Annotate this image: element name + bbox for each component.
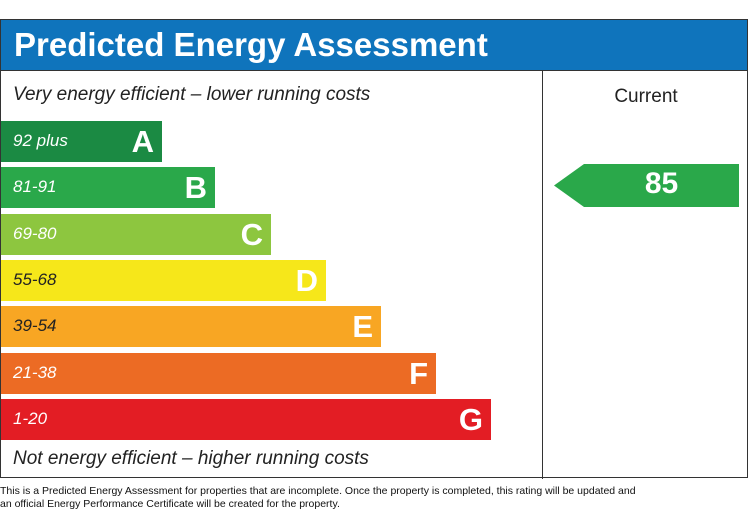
rating-band-range: 1-20 bbox=[13, 408, 48, 428]
rating-band-g: 1-20 G bbox=[1, 398, 491, 440]
current-rating-arrow-shape bbox=[554, 164, 739, 207]
chart-title: Predicted Energy Assessment bbox=[14, 26, 488, 63]
rating-band-f: 21-38 F bbox=[1, 352, 436, 394]
column-divider bbox=[542, 71, 543, 479]
rating-band-range: 92 plus bbox=[13, 131, 68, 150]
rating-band-letter: E bbox=[352, 309, 373, 345]
rating-band-e: 39-54 E bbox=[1, 306, 381, 348]
rating-band-range: 81-91 bbox=[13, 177, 57, 197]
bottom-caption: Not energy efficient – higher running co… bbox=[13, 448, 369, 469]
rating-band-range: 55-68 bbox=[13, 269, 57, 289]
rating-band-d: 55-68 D bbox=[1, 259, 326, 301]
footnote: This is a Predicted Energy Assessment fo… bbox=[0, 485, 636, 510]
title-bar: Predicted Energy Assessment bbox=[1, 20, 747, 71]
current-rating-arrow bbox=[554, 164, 739, 207]
rating-band-range: 21-38 bbox=[13, 362, 57, 382]
current-column-header: Current bbox=[614, 86, 678, 107]
rating-band-letter: D bbox=[295, 262, 318, 298]
rating-band-a: 92 plus A bbox=[1, 121, 162, 162]
rating-band-c: 69-80 C bbox=[1, 213, 271, 255]
rating-band-letter: B bbox=[184, 170, 207, 206]
rating-band-letter: C bbox=[240, 216, 263, 252]
rating-band-b: 81-91 B bbox=[1, 167, 215, 209]
rating-band-letter: G bbox=[458, 401, 483, 437]
rating-band-letter: F bbox=[409, 355, 428, 391]
rating-band-range: 69-80 bbox=[13, 223, 57, 243]
epc-chart-frame: Predicted Energy Assessment Very energy … bbox=[0, 19, 748, 479]
rating-band-range: 39-54 bbox=[13, 316, 57, 336]
current-rating-value: 85 bbox=[644, 167, 679, 200]
top-caption: Very energy efficient – lower running co… bbox=[13, 84, 371, 105]
rating-band-letter: A bbox=[131, 124, 154, 159]
